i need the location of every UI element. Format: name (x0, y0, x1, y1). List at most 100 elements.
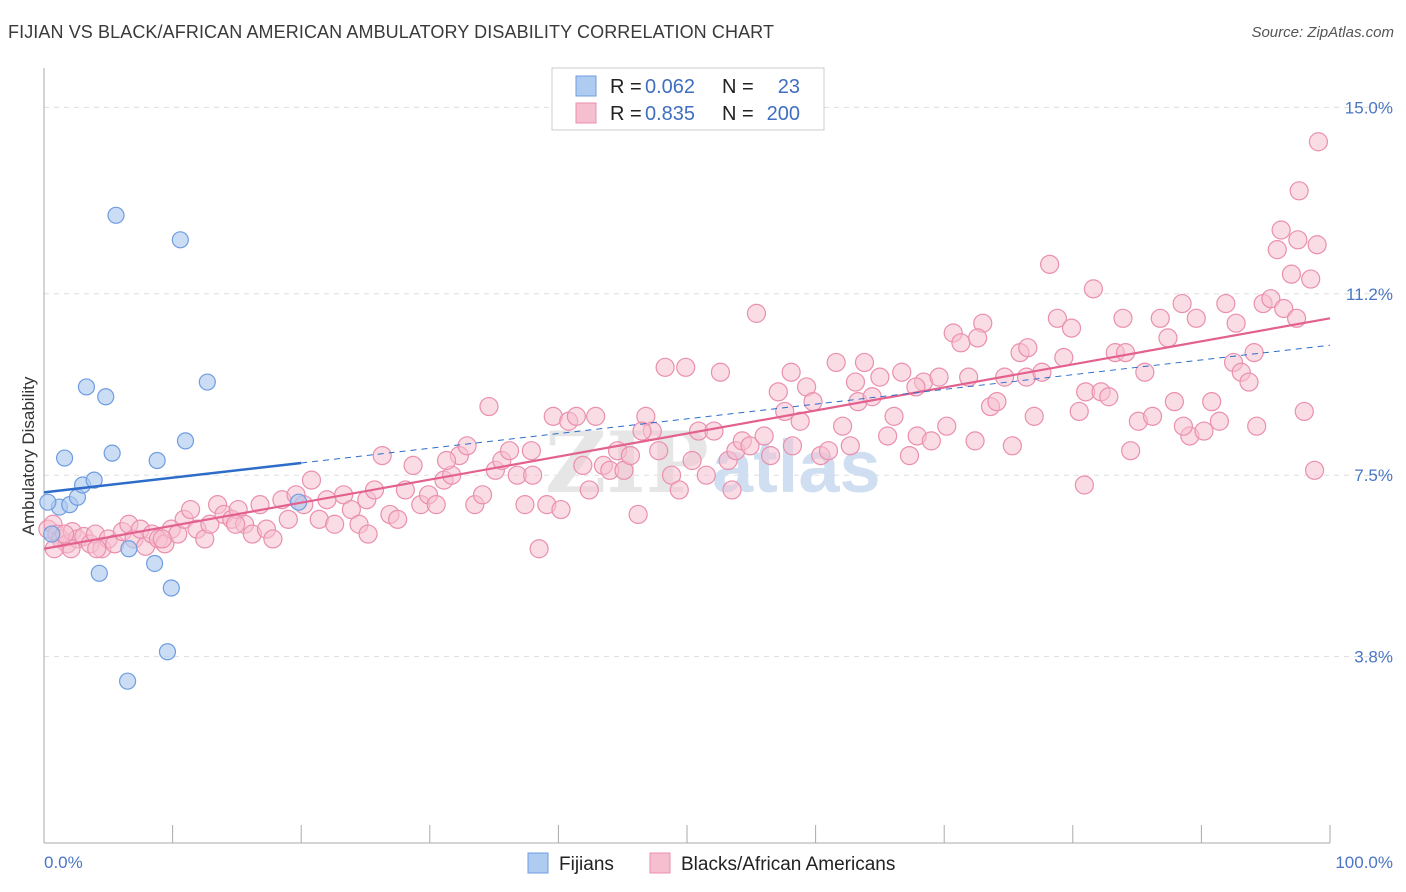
black-point-157 (1150, 308, 1170, 328)
black-point-41 (301, 470, 322, 490)
legend-n-value-1: 23 (778, 76, 800, 98)
black-point-199 (358, 524, 378, 544)
black-point-92 (676, 357, 696, 377)
fijian-point-17 (162, 579, 180, 597)
black-point-78 (579, 480, 599, 500)
black-point-194 (781, 362, 801, 382)
black-point-186 (1226, 313, 1246, 333)
fijian-point-10 (103, 444, 121, 462)
black-point-178 (1301, 269, 1321, 289)
legend-r-label-1: R = (610, 76, 642, 98)
black-point-143 (1047, 308, 1067, 328)
black-point-127 (929, 367, 949, 387)
legend-swatch-blacks (575, 102, 597, 124)
black-point-120 (878, 426, 898, 446)
black-point-101 (740, 436, 760, 456)
chart-title: FIJIAN VS BLACK/AFRICAN AMERICAN AMBULAT… (8, 22, 775, 42)
fijian-point-9 (97, 388, 115, 406)
black-point-142 (1040, 254, 1060, 274)
black-point-181 (1308, 132, 1329, 152)
black-point-105 (768, 382, 788, 402)
black-point-121 (884, 406, 904, 426)
fijian-point-8 (90, 564, 108, 582)
black-point-135 (987, 392, 1007, 412)
black-point-159 (1164, 392, 1184, 412)
black-point-76 (566, 406, 587, 426)
black-point-69 (515, 495, 535, 515)
legend-n-label-2: N = (722, 103, 754, 125)
black-point-176 (1288, 230, 1308, 250)
black-point-61 (457, 436, 477, 456)
black-point-187 (1173, 416, 1193, 436)
black-point-150 (1099, 387, 1119, 407)
black-point-197 (521, 441, 541, 461)
black-point-164 (1202, 392, 1222, 412)
black-point-175 (1281, 264, 1302, 284)
black-point-126 (921, 431, 941, 451)
black-point-202 (87, 539, 107, 559)
black-point-54 (403, 455, 423, 476)
legend-r-value-2: 0.835 (645, 103, 695, 125)
black-point-160 (1172, 293, 1192, 314)
legend-n-label-1: N = (722, 76, 754, 98)
bottom-legend-label-fijians: Fijians (559, 854, 614, 875)
black-point-104 (760, 445, 781, 466)
black-point-71 (529, 539, 549, 559)
black-point-182 (1304, 460, 1325, 480)
black-point-185 (1244, 343, 1264, 363)
black-point-169 (1239, 372, 1259, 392)
black-point-201 (152, 529, 172, 549)
black-point-44 (325, 514, 345, 534)
black-point-96 (704, 421, 724, 441)
black-point-190 (1018, 338, 1038, 358)
black-point-196 (632, 421, 652, 441)
fijian-point-22 (39, 493, 57, 511)
black-point-77 (573, 455, 593, 476)
fijian-point-16 (158, 643, 177, 661)
fijian-point-14 (145, 554, 164, 573)
black-point-158 (1158, 328, 1178, 348)
black-point-195 (722, 480, 742, 500)
black-point-140 (1024, 406, 1044, 426)
fijian-point-12 (118, 672, 137, 690)
top-legend: R = 0.062 N = 23 R = 0.835 N = 200 (551, 67, 825, 131)
black-point-155 (1135, 362, 1155, 382)
black-point-50 (372, 445, 392, 466)
fijian-point-13 (120, 540, 138, 558)
black-point-173 (1267, 240, 1287, 260)
y-tick-label-2: 11.2% (1346, 285, 1393, 304)
black-point-97 (710, 362, 731, 382)
black-point-95 (696, 465, 716, 485)
black-point-137 (1002, 436, 1022, 456)
black-point-118 (862, 387, 882, 407)
x-tick-labels: 0.0% 100.0% (44, 853, 1393, 872)
black-point-188 (1115, 343, 1136, 363)
black-point-79 (586, 406, 606, 426)
black-point-52 (388, 509, 408, 529)
black-point-128 (937, 416, 957, 436)
axes (43, 68, 1331, 844)
black-point-38 (278, 509, 298, 529)
black-point-74 (551, 499, 571, 520)
black-point-67 (499, 441, 520, 461)
legend-swatch-fijians (575, 75, 597, 97)
fijian-point-0 (43, 525, 61, 543)
trend-lines (43, 317, 1331, 550)
y-tick-label-0: 3.8% (1354, 648, 1393, 667)
black-point-113 (826, 352, 846, 373)
black-point-200 (226, 514, 246, 534)
black-point-189 (1074, 475, 1094, 495)
bottom-legend-label-blacks: Blacks/African Americans (681, 854, 895, 875)
black-point-63 (472, 485, 493, 505)
black-point-64 (479, 396, 499, 417)
black-point-85 (628, 504, 648, 525)
fijian-point-15 (148, 451, 166, 470)
fijian-point-2 (55, 449, 74, 467)
y-axis-title: Ambulatory Disability (19, 376, 38, 535)
black-point-156 (1142, 406, 1163, 426)
x-tick-label-1: 100.0% (1335, 853, 1393, 872)
black-point-146 (1069, 401, 1089, 422)
bottom-legend-swatch-fijians (527, 852, 549, 874)
y-tick-labels: 3.8% 7.5% 11.2% 15.0% (1345, 98, 1393, 666)
